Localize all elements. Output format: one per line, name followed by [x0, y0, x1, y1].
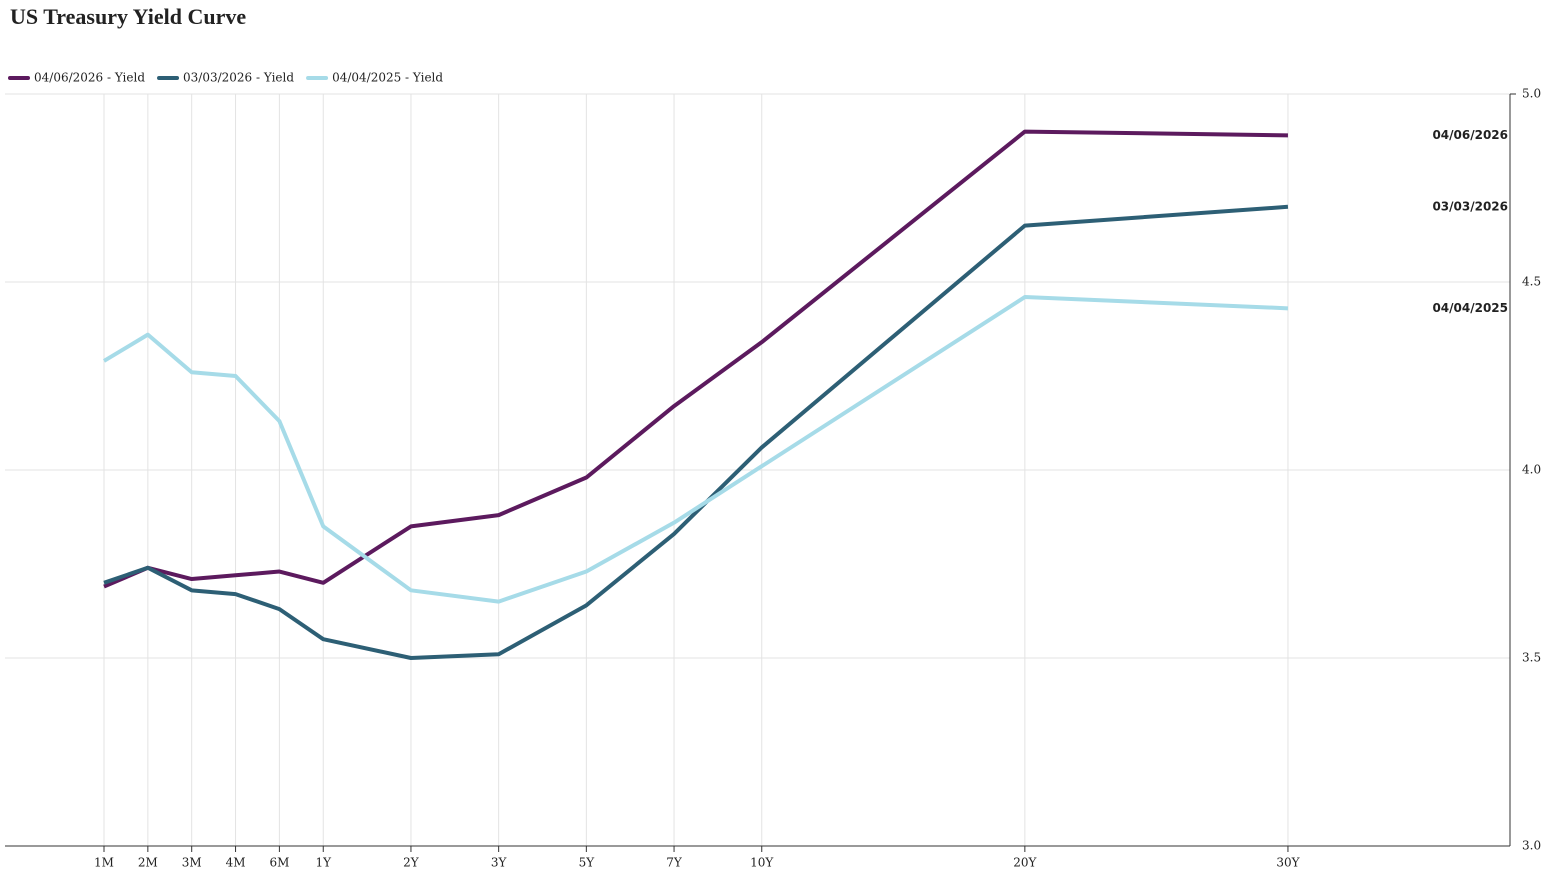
- x-tick-label: 7Y: [666, 856, 683, 870]
- x-tick-label: 4M: [226, 856, 246, 870]
- legend-label: 03/03/2026 - Yield: [183, 71, 294, 85]
- y-tick-label: 4.5: [1522, 275, 1541, 289]
- x-tick-label: 6M: [269, 856, 289, 870]
- x-tick-label: 1M: [94, 856, 114, 870]
- x-tick-label: 10Y: [750, 856, 774, 870]
- x-tick-label: 30Y: [1276, 856, 1300, 870]
- y-tick-label: 5.0: [1522, 87, 1541, 101]
- end-label: 04/04/2025: [1432, 301, 1508, 315]
- y-tick-label: 4.0: [1522, 463, 1541, 477]
- x-tick-label: 3Y: [491, 856, 508, 870]
- x-tick-label: 1Y: [315, 856, 332, 870]
- legend-label: 04/04/2025 - Yield: [332, 71, 443, 85]
- chart-title: US Treasury Yield Curve: [10, 4, 246, 29]
- y-tick-label: 3.5: [1522, 651, 1541, 665]
- y-tick-label: 3.0: [1522, 839, 1541, 853]
- legend-label: 04/06/2026 - Yield: [34, 71, 145, 85]
- end-label: 04/06/2026: [1432, 128, 1508, 142]
- x-tick-label: 2Y: [403, 856, 420, 870]
- x-tick-label: 5Y: [579, 856, 596, 870]
- series-line: [103, 129, 1288, 589]
- series-line: [103, 204, 1289, 660]
- series-line: [102, 295, 1289, 604]
- x-tick-label: 2M: [138, 856, 158, 870]
- x-tick-label: 3M: [182, 856, 202, 870]
- end-label: 03/03/2026: [1432, 199, 1508, 213]
- x-tick-label: 20Y: [1013, 856, 1037, 870]
